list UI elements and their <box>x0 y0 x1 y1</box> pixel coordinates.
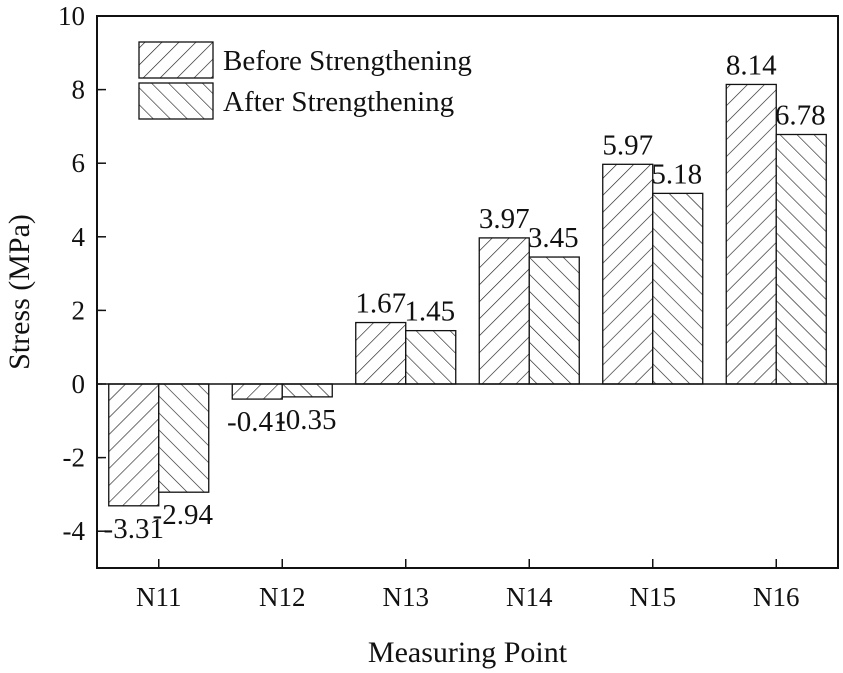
bar-value-label: 3.97 <box>479 203 530 235</box>
bar-value-label: 1.67 <box>355 288 406 320</box>
x-tick-label: N11 <box>136 582 182 612</box>
y-tick-label: 4 <box>72 222 86 252</box>
bar-value-label: 6.78 <box>775 99 826 131</box>
x-tick-label: N12 <box>259 582 306 612</box>
legend-label-after: After Strengthening <box>223 86 454 118</box>
bar-after-n16 <box>775 133 827 385</box>
legend-swatch-before <box>138 41 214 79</box>
x-tick-label: N13 <box>383 582 430 612</box>
bar-value-label: 5.97 <box>602 129 653 161</box>
bar-value-label: 1.45 <box>404 296 455 328</box>
x-axis-title: Measuring Point <box>368 636 568 669</box>
y-tick-label: 10 <box>58 1 85 31</box>
bar-value-label: -0.41 <box>227 406 287 438</box>
x-tick-label: N16 <box>753 582 800 612</box>
y-tick-label: 0 <box>72 369 86 399</box>
plot-frame <box>96 15 839 569</box>
bar-before-n14 <box>478 237 530 385</box>
y-tick-label: 2 <box>72 295 86 325</box>
y-tick-label: 8 <box>72 75 86 105</box>
bar-before-n15 <box>602 163 654 385</box>
bars <box>108 83 827 507</box>
bar-before-n16 <box>725 83 777 385</box>
bar-after-n12 <box>281 383 333 398</box>
legend-swatch-after <box>138 82 214 120</box>
bar-after-n15 <box>652 192 704 385</box>
x-tick-label: N14 <box>506 582 553 612</box>
x-tick-label: N15 <box>630 582 677 612</box>
y-axis-ticks: -4 -2 0 2 4 6 8 10 <box>58 1 106 546</box>
bar-after-n14 <box>528 256 580 385</box>
y-tick-label: -4 <box>63 516 86 546</box>
bar-value-label: 3.45 <box>528 222 579 254</box>
bar-value-label: -0.35 <box>276 404 336 436</box>
bar-value-labels: -3.31 -0.41 1.67 3.97 5.97 8.14 -2.94 -0.35 1.45… <box>104 49 826 544</box>
legend: Before Strengthening After Strengthening <box>138 41 472 120</box>
x-axis-ticks: N11 N12 N13 N14 N15 N16 <box>136 559 800 612</box>
bar-before-n12 <box>231 383 283 400</box>
bar-after-n13 <box>405 329 457 385</box>
y-tick-label: -2 <box>63 443 86 473</box>
bar-value-label: -2.94 <box>153 499 214 531</box>
y-axis-title: Stress (MPa) <box>3 214 36 370</box>
y-tick-label: 6 <box>72 148 86 178</box>
bar-after-n11 <box>158 383 210 493</box>
bar-before-n11 <box>108 383 160 507</box>
bar-value-label: 8.14 <box>726 49 777 81</box>
legend-label-before: Before Strengthening <box>223 45 472 77</box>
bar-value-label: 5.18 <box>651 158 702 190</box>
bar-before-n13 <box>355 321 407 385</box>
bar-value-label: -3.31 <box>104 513 164 545</box>
